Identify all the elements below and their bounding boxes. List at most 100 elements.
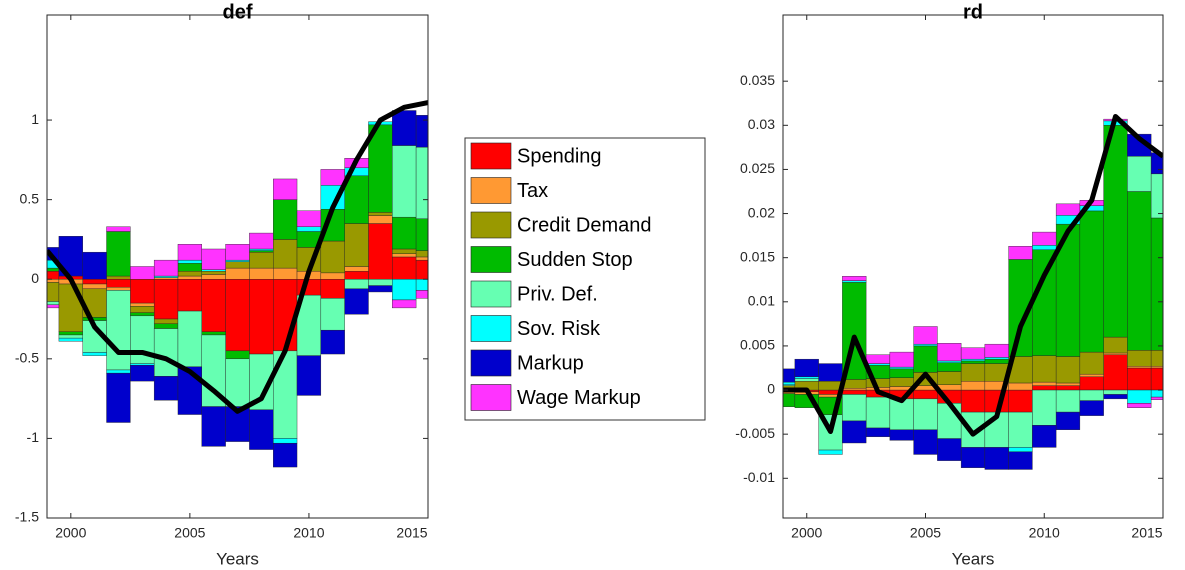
bar-segment (320, 279, 345, 299)
bar-segment (1127, 366, 1152, 369)
y-tick-label: 0.005 (740, 337, 775, 353)
bar-segment (153, 259, 179, 277)
bar-segment (201, 406, 226, 447)
bar-segment (320, 298, 345, 331)
bar-segment (937, 371, 962, 385)
bar-segment (106, 286, 131, 291)
bar-segment (1150, 366, 1163, 369)
bar-segment (344, 266, 369, 272)
bar-segment (1055, 382, 1081, 386)
y-tick-label: 0.03 (748, 116, 775, 132)
bar-segment (865, 363, 891, 366)
bar-segment (1150, 217, 1163, 351)
bar-segment (392, 253, 417, 258)
bar-segment (273, 239, 298, 269)
legend-swatch (470, 349, 512, 377)
bar-segment (344, 279, 369, 289)
bar-segment (984, 343, 1009, 358)
x-tick-label: 2005 (174, 525, 205, 541)
bar-segment (1055, 203, 1081, 216)
axes-box (782, 14, 1164, 519)
bar-segment (392, 299, 417, 309)
bar-segment (842, 379, 867, 389)
y-tick-label: 1 (31, 111, 39, 127)
bar-segment (865, 427, 891, 438)
bar-segment (889, 368, 914, 378)
bar-segment (1055, 389, 1081, 413)
bar-segment (296, 226, 322, 232)
bar-segment (1032, 355, 1057, 383)
bar-segment (984, 357, 1009, 360)
bar-segment (1127, 367, 1152, 391)
bar-segment (130, 364, 155, 382)
y-tick-label: -1 (27, 429, 40, 445)
bar-segment (1079, 373, 1104, 378)
legend-swatch (470, 142, 512, 170)
bar-segment (1032, 425, 1057, 448)
bar-segment (177, 310, 202, 367)
bar-segment (1150, 152, 1163, 175)
total-line (783, 113, 1163, 437)
bar-segment (392, 110, 417, 146)
bar-segment (1032, 231, 1057, 246)
bar-segment (937, 360, 962, 363)
bar-segment (177, 244, 202, 261)
bar-segment (130, 266, 155, 280)
bar-segment (1079, 389, 1104, 401)
bar-segment (153, 376, 179, 401)
bar-segment (177, 259, 202, 264)
bar-segment (130, 312, 155, 317)
bar-segment (201, 331, 226, 336)
bar-segment (1008, 447, 1033, 453)
bar-segment (937, 438, 962, 461)
bar-segment (1079, 400, 1104, 416)
bar-segment (1008, 389, 1033, 413)
bar-segment (1150, 367, 1163, 391)
bar-segment (296, 355, 322, 396)
y-tick-label: 0 (31, 270, 39, 286)
bar-segment (842, 280, 867, 283)
bar-segment (225, 244, 250, 261)
bar-segment (1055, 385, 1081, 391)
bar-segment (794, 376, 819, 379)
bar-segment (344, 271, 369, 280)
axes-box (46, 14, 429, 519)
bar-segment (249, 250, 274, 253)
bar-segment (225, 358, 250, 407)
bar-segment (225, 259, 250, 262)
bars (783, 113, 1163, 470)
bar-segment (344, 223, 369, 267)
bar-segment (415, 290, 428, 299)
bar-segment (225, 267, 250, 280)
bar-segment (106, 290, 131, 371)
bar-segment (1127, 389, 1152, 404)
bar-segment (889, 366, 914, 370)
bar-segment (177, 263, 202, 272)
x-tick-label: 2010 (293, 525, 324, 541)
bar-segment (415, 115, 428, 148)
bar-segment (177, 279, 202, 312)
bar-segment (344, 175, 369, 224)
bar-segment (106, 226, 131, 232)
bar-segment (320, 329, 345, 355)
legend-label: Tax (517, 180, 548, 202)
bar-segment (1103, 394, 1128, 400)
bar-segment (415, 279, 428, 291)
bar-segment (960, 358, 986, 362)
y-tick-label: -0.01 (743, 469, 775, 485)
bar-segment (1079, 210, 1104, 353)
bar-segment (130, 306, 155, 313)
bar-segment (368, 285, 393, 293)
bar-segment (818, 363, 843, 382)
bar-segment (415, 259, 428, 280)
bar-segment (177, 275, 202, 280)
bar-segment (1150, 173, 1163, 219)
bar-segment (960, 363, 986, 382)
bar-segment (106, 231, 131, 277)
bar-segment (130, 363, 155, 366)
bar-segment (392, 248, 417, 254)
x-axis-label: Years (952, 549, 995, 568)
bar-segment (201, 269, 226, 272)
bar-segment (1032, 245, 1057, 250)
bar-segment (1055, 356, 1081, 384)
